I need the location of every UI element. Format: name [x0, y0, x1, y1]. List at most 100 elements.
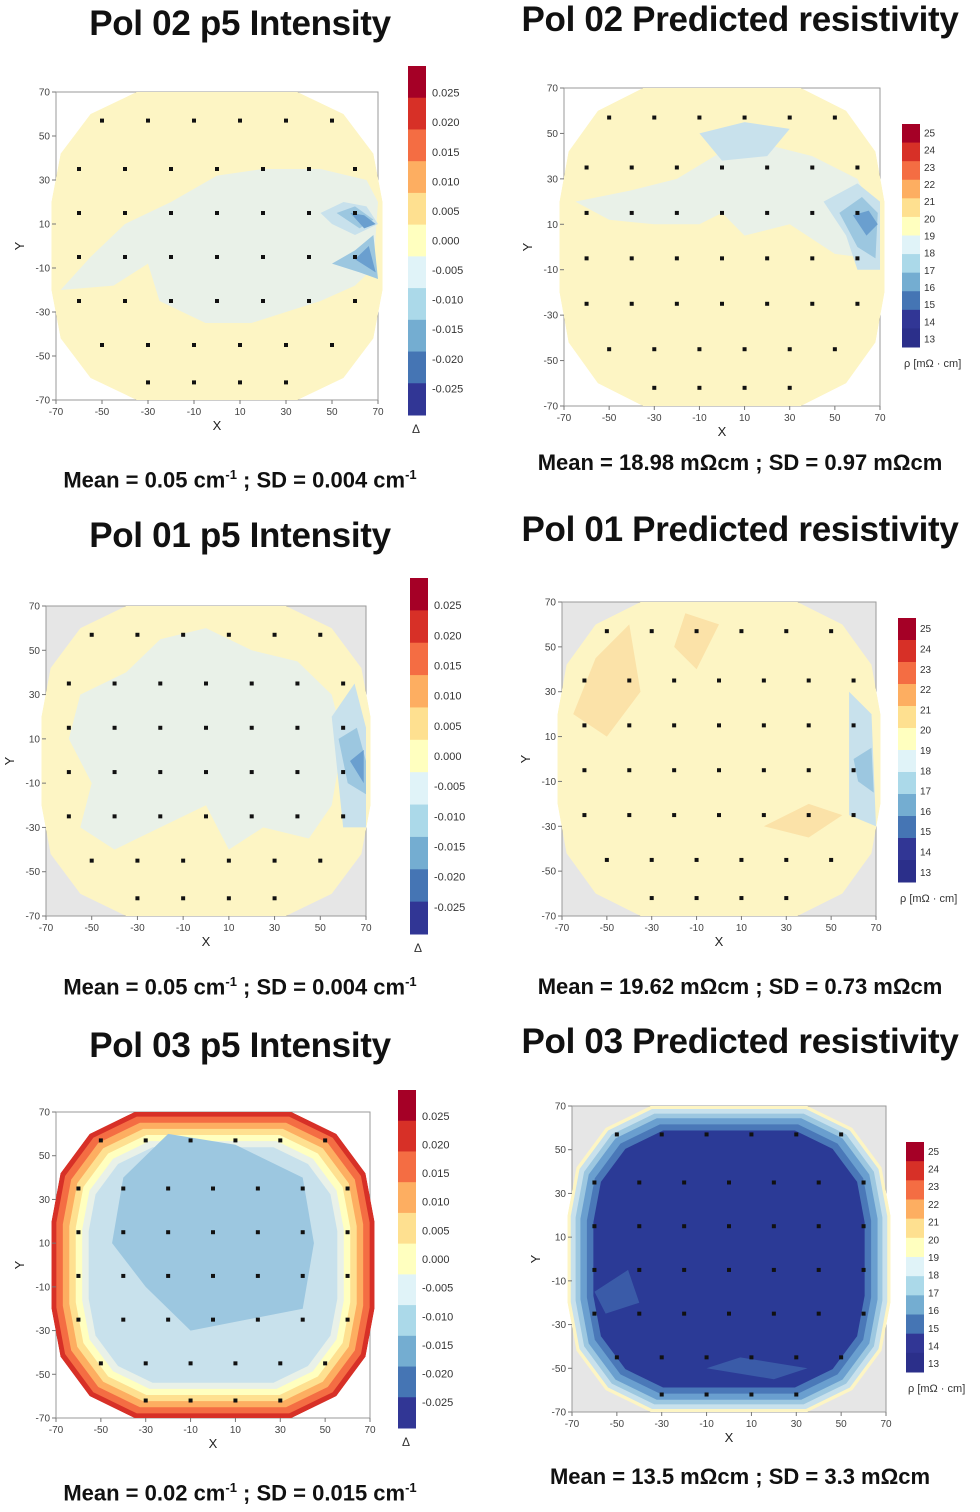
colorbar-label: Δ — [414, 941, 422, 955]
measurement-point — [704, 1132, 709, 1137]
panel-pol01-intensity: Pol 01 p5 Intensity -70 -50 -30 -10 10 30 50 70… — [0, 510, 480, 1015]
colorbar-tick-label: 17 — [924, 266, 936, 277]
measurement-point — [592, 1224, 597, 1229]
colorbar-tick-label: 0.025 — [434, 600, 462, 612]
contour-region — [594, 1269, 640, 1314]
x-tick-label: 30 — [791, 1419, 803, 1430]
y-tick-label: 10 — [39, 1239, 51, 1250]
measurement-point — [604, 629, 609, 634]
measurement-point — [323, 1361, 328, 1366]
measurement-point — [166, 1230, 171, 1235]
measurement-point — [765, 210, 770, 215]
measurement-point — [341, 725, 346, 730]
measurement-point — [211, 1186, 215, 1191]
colorbar-tick-label: 19 — [924, 232, 936, 243]
panel-pol01-resistivity: Pol 01 Predicted resistivity -70 -50 -30 -1… — [500, 510, 980, 1015]
contour-region — [68, 628, 344, 850]
colorbar-swatch — [408, 256, 426, 289]
x-tick-label: -10 — [692, 413, 707, 424]
measurement-point — [169, 255, 173, 259]
measurement-point — [341, 681, 346, 686]
measurement-point — [742, 347, 747, 352]
measurement-point — [295, 814, 300, 819]
chart-title: Pol 03 p5 Intensity — [89, 1026, 391, 1065]
measurement-point — [787, 385, 792, 390]
measurement-point — [832, 115, 837, 120]
chart-title: Pol 01 Predicted resistivity — [521, 510, 959, 549]
measurement-point — [143, 1138, 148, 1143]
measurement-point — [694, 896, 699, 901]
measurement-point — [816, 1180, 821, 1185]
colorbar-tick-label: 20 — [928, 1235, 940, 1246]
colorbar-swatch — [906, 1352, 924, 1373]
x-tick-label: 70 — [364, 1425, 376, 1436]
measurement-point — [353, 299, 357, 303]
measurement-point — [323, 1138, 328, 1143]
colorbar-swatch — [410, 836, 428, 870]
measurement-point — [765, 256, 770, 261]
colorbar-tick-label: 14 — [920, 848, 932, 859]
measurement-point — [76, 1186, 81, 1191]
x-tick-label: 70 — [880, 1419, 892, 1430]
y-axis-label: Y — [12, 241, 27, 250]
measurement-point — [855, 165, 860, 170]
measurement-point — [341, 770, 346, 775]
contour-region — [852, 210, 878, 236]
measurement-point — [584, 301, 589, 306]
measurement-point — [76, 1230, 81, 1235]
x-tick-label: -30 — [138, 1425, 153, 1436]
measurement-point — [717, 768, 721, 773]
measurement-point — [672, 813, 677, 818]
x-tick-label: -50 — [84, 923, 99, 934]
colorbar-swatch — [898, 662, 916, 685]
x-tick-label: 10 — [746, 1419, 758, 1430]
colorbar-tick-label: 24 — [928, 1165, 940, 1176]
measurement-point — [233, 1138, 238, 1143]
measurement-point — [204, 814, 208, 819]
measurement-point — [307, 255, 311, 259]
x-tick-label: -70 — [555, 923, 570, 934]
y-tick-label: 10 — [547, 220, 559, 231]
measurement-point — [592, 1267, 597, 1272]
y-tick-label: -70 — [36, 396, 51, 407]
colorbar-swatch — [408, 161, 426, 194]
colorbar-tick-label: 0.020 — [422, 1139, 450, 1151]
colorbar-swatch — [410, 675, 428, 708]
colorbar-swatch — [906, 1199, 924, 1220]
measurement-point — [794, 1132, 799, 1137]
measurement-point — [77, 255, 81, 259]
measurement-point — [771, 1180, 776, 1185]
stats-sd-exp: -1 — [405, 467, 417, 482]
x-tick-label: -70 — [565, 1419, 580, 1430]
measurement-point — [215, 211, 219, 215]
measurement-point — [694, 857, 699, 862]
measurement-point — [121, 1273, 126, 1278]
measurement-point — [192, 118, 196, 123]
measurement-point — [284, 343, 288, 347]
y-tick-label: -10 — [36, 1282, 51, 1293]
y-tick-label: -50 — [36, 1370, 51, 1381]
contour-region — [350, 749, 364, 784]
chart-stats: Mean = 13.5 mΩcm ; SD = 3.3 mΩcm — [500, 1464, 980, 1490]
x-tick-label: -10 — [689, 923, 704, 934]
y-tick-label: 50 — [547, 129, 559, 140]
colorbar-label: Δ — [412, 422, 420, 436]
x-tick-label: -50 — [95, 407, 110, 418]
measurement-point — [672, 723, 677, 728]
colorbar-swatch — [906, 1295, 924, 1315]
colorbar-tick-label: 17 — [928, 1288, 940, 1299]
colorbar-swatch — [906, 1276, 924, 1296]
measurement-point — [720, 301, 724, 306]
colorbar-tick-label: 0.025 — [432, 88, 460, 100]
chart-stats: Mean = 0.02 cm-1 ; SD = 0.015 cm-1 — [0, 1480, 480, 1506]
x-axis-label: X — [725, 1430, 734, 1445]
colorbar-tick-label: 13 — [920, 868, 932, 879]
y-tick-label: 70 — [39, 88, 51, 99]
measurement-point — [810, 210, 815, 215]
colorbar-tick-label: -0.025 — [434, 902, 465, 914]
colorbar-tick-label: -0.010 — [434, 811, 465, 823]
measurement-point — [261, 255, 265, 259]
colorbar-tick-label: 18 — [920, 766, 932, 777]
y-axis-label: Y — [518, 754, 533, 763]
colorbar-swatch — [398, 1243, 416, 1275]
